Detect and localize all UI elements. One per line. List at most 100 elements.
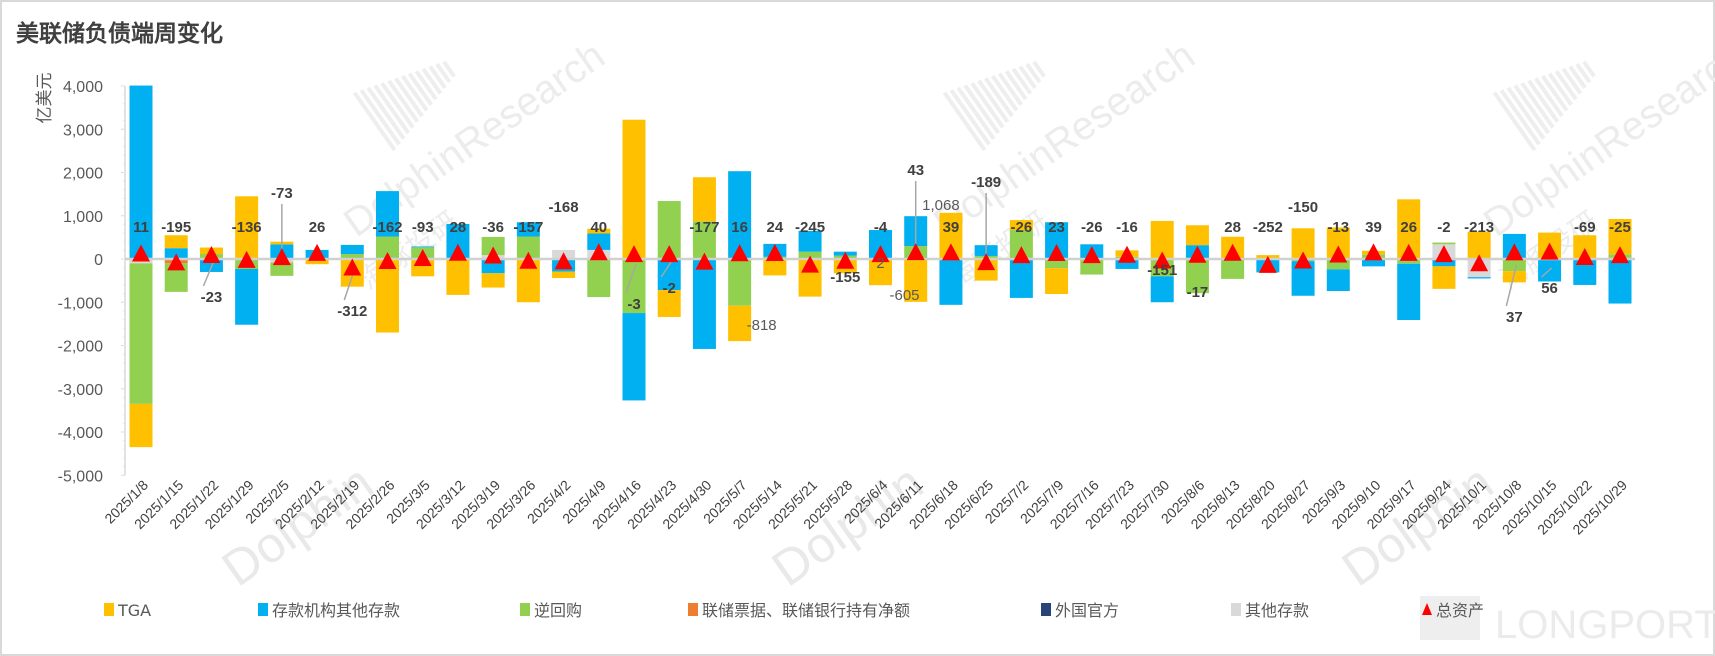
bar-segment [1326,259,1350,270]
total-asset-marker [378,252,397,270]
bar-segment [763,259,787,276]
total-asset-label: -213 [1464,219,1494,236]
total-asset-marker [765,243,784,261]
total-asset-marker [1012,246,1031,264]
total-asset-label: -177 [689,219,719,236]
bar-segment [1326,227,1350,259]
bar-segment [657,259,681,291]
bar-segment [587,259,611,298]
bar-segment [1045,268,1069,295]
total-asset-marker [941,243,960,261]
legend-label: 存款机构其他存款 [272,601,400,620]
bar-segment [904,259,928,302]
total-asset-marker [413,249,432,267]
watermark-bars [1011,67,1033,95]
total-markers [132,242,1629,276]
bar-segment [446,259,470,295]
y-tick-label: 0 [94,252,103,269]
total-asset-label: -73 [271,185,293,202]
watermark-bars [1561,67,1583,95]
bar-segment [728,259,752,306]
watermark-bars [1499,89,1541,146]
total-asset-marker [906,243,925,261]
watermark-bars [387,79,420,123]
leader-line [660,261,672,278]
watermark-layer: DolphinResearch海豚投研DolphinResearch海豚投研Do… [212,33,1715,647]
legend-item: TGA [104,601,151,620]
bar-segment [340,254,364,259]
legend-swatch [688,603,698,616]
total-asset-label: -157 [513,219,543,236]
watermark-bars [366,86,406,140]
total-asset-label: -17 [1187,284,1209,301]
total-asset-label: 40 [590,219,607,236]
bar-segment [692,221,716,259]
total-asset-marker [1575,247,1594,265]
bar-segment [376,259,399,333]
total-asset-label: -25 [1609,219,1631,236]
total-asset-marker [519,251,538,269]
watermark-bars [1018,65,1037,89]
bar-segment [376,191,399,237]
total-asset-marker [272,248,291,266]
total-asset-marker [836,251,855,269]
leader-line [1541,267,1553,278]
watermark-bars [428,65,447,89]
watermark-bars [1540,74,1569,112]
bar-segment [1467,277,1491,279]
total-asset-label: -36 [482,219,504,236]
bar-segment [1150,220,1174,259]
bar-segment [1397,263,1421,320]
watermark-bars [1568,65,1587,89]
total-asset-label: 43 [907,162,924,179]
longport-watermark: LONGPORT [1495,603,1715,647]
bar-segment [869,230,892,259]
watermark-bars [373,84,411,135]
y-tick-label: 1,000 [63,209,103,226]
bar-segment [587,233,611,250]
bar-segment [1362,259,1385,267]
legend-label: 外国官方 [1055,601,1119,620]
bar-segment [1221,259,1245,279]
bar-segment [552,271,576,279]
bar-segment [587,228,611,234]
total-asset-label: -150 [1288,199,1318,216]
legend-item: 存款机构其他存款 [258,601,400,620]
total-asset-label: 56 [1541,280,1558,297]
watermark-bars [352,91,397,152]
y-tick-label: 3,000 [63,122,103,139]
legend-label: 其他存款 [1245,601,1309,620]
bar-segment [1045,222,1069,259]
bar-segment [1432,259,1456,267]
watermark-bars [970,81,1005,129]
y-tick-label: -1,000 [58,295,103,312]
bar-segment [235,196,259,259]
total-asset-label: -16 [1116,219,1138,236]
bar-segment [164,263,188,292]
watermark-bars [963,84,1001,135]
watermark-bars [1506,86,1546,140]
bar-segment [1045,259,1069,269]
watermark-bars [407,72,433,106]
watermark-bars [1547,72,1573,106]
total-asset-label: -312 [337,303,367,320]
watermark-bars [1575,62,1592,84]
y-tick-label: -5,000 [58,468,103,485]
watermark-bars [1582,60,1596,78]
bar-segment [939,259,963,305]
total-asset-marker [589,243,608,261]
total-asset-label: -151 [1147,262,1177,279]
watermark-text: DolphinResearch [1476,33,1715,245]
watermark-bars [949,89,991,146]
bar-segment [516,236,540,259]
leader-line [202,261,215,287]
y-tick-label: -4,000 [58,425,103,442]
bar-segment [305,259,329,265]
legend-label: 逆回购 [534,601,582,620]
legend-item: 逆回购 [520,601,582,620]
bar-segment [1326,269,1350,292]
watermark-bars [359,89,401,146]
bar-segment [657,201,681,259]
series-data-label: 2 [876,255,884,272]
